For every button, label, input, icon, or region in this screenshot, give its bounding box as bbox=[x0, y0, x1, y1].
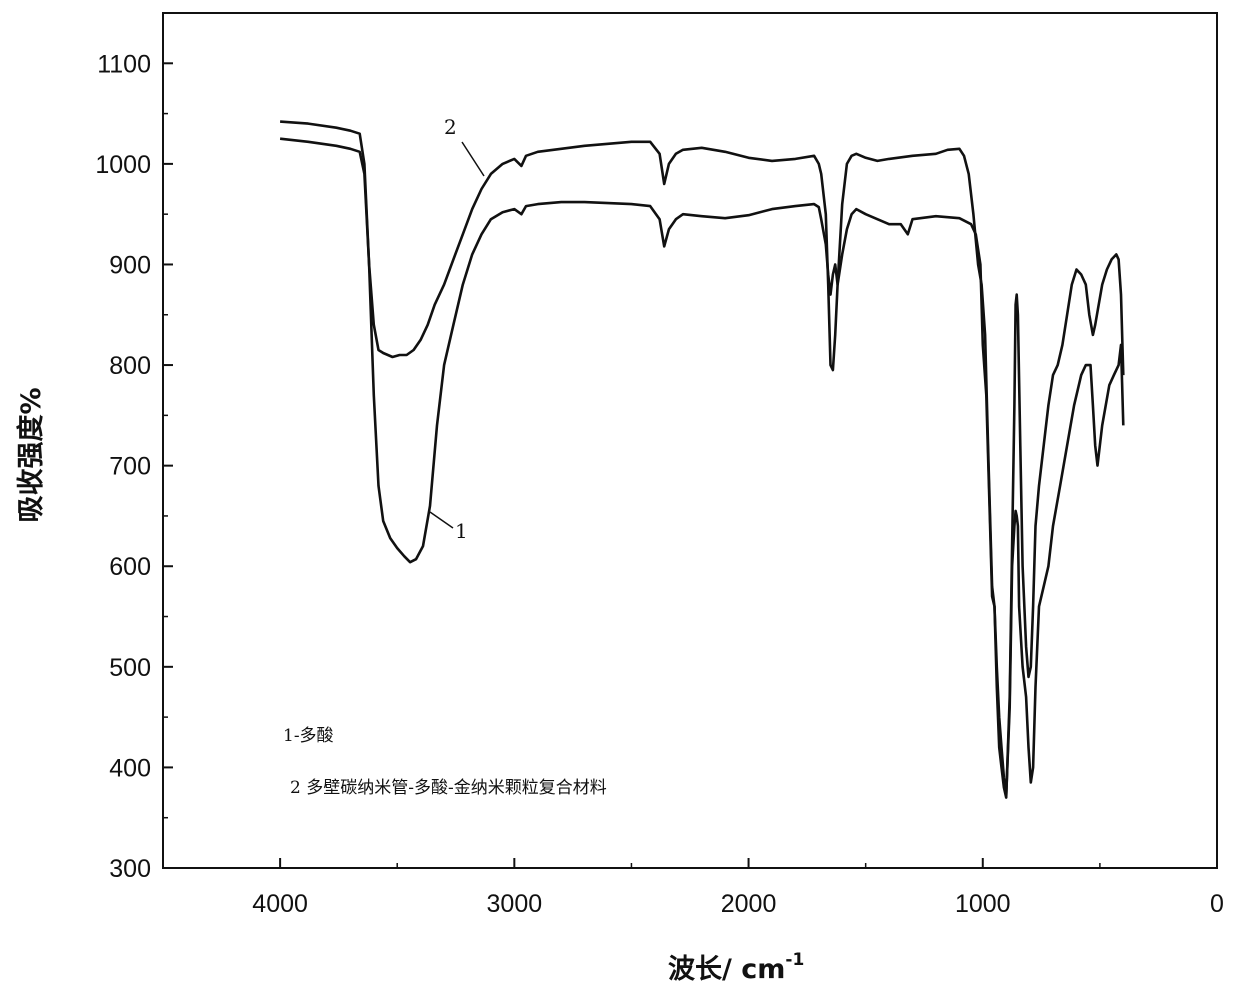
y-tick-label: 1000 bbox=[95, 151, 151, 179]
x-axis-title-superscript: -1 bbox=[785, 950, 804, 970]
y-tick-label: 800 bbox=[109, 352, 151, 380]
y-tick-label: 600 bbox=[109, 553, 151, 581]
y-tick-label: 400 bbox=[109, 754, 151, 782]
curve-label-2-leader bbox=[462, 142, 484, 176]
x-tick-label: 2000 bbox=[721, 890, 777, 918]
y-tick-label: 500 bbox=[109, 654, 151, 682]
y-tick-label: 900 bbox=[109, 251, 151, 279]
series-layer bbox=[280, 122, 1123, 798]
x-tick-label: 4000 bbox=[252, 890, 308, 918]
axis-ticks bbox=[163, 63, 1217, 868]
legend-entry-1: 1-多酸 bbox=[283, 726, 334, 746]
x-tick-label: 3000 bbox=[487, 890, 543, 918]
axis-tick-labels: 300 400 500 600 700 800 900 1000 1100 4000 3000 200… bbox=[95, 50, 1224, 918]
curve-label-1-leader bbox=[430, 512, 453, 528]
curve-label-2: 2 bbox=[444, 115, 457, 139]
y-axis-title: 吸收强度% bbox=[15, 387, 47, 522]
y-tick-label: 1100 bbox=[97, 50, 151, 78]
x-axis-title: 波长/ cm-1 bbox=[668, 950, 804, 985]
x-tick-label: 0 bbox=[1210, 890, 1224, 918]
legend-entry-2: 2 多壁碳纳米管-多酸-金纳米颗粒复合材料 bbox=[290, 778, 607, 798]
y-tick-label: 300 bbox=[109, 855, 151, 883]
series-line-2 bbox=[280, 122, 1123, 798]
y-tick-label: 700 bbox=[109, 453, 151, 481]
curve-label-1: 1 bbox=[455, 519, 468, 543]
x-tick-label: 1000 bbox=[955, 890, 1011, 918]
